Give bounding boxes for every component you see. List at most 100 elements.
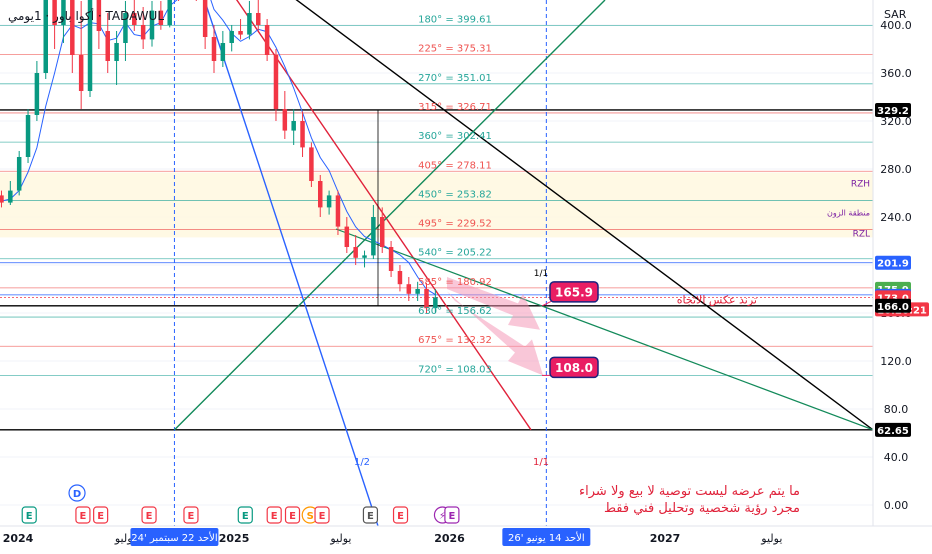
target-box[interactable] [549,356,599,379]
candle-body[interactable] [317,181,323,208]
plot-area[interactable] [0,0,873,526]
earnings-event-icon[interactable] [183,506,199,524]
downtrend-line-blue[interactable] [174,0,379,526]
candle-body[interactable] [202,0,208,37]
price-axis-badge[interactable] [875,298,911,313]
candle-body[interactable] [114,43,119,61]
earnings-event-icon[interactable] [75,506,91,524]
candle-body[interactable] [256,13,261,25]
earnings-event-icon[interactable] [141,506,157,524]
price-axis-tick: 240.0 [880,211,912,224]
price-axis-badge[interactable] [875,255,911,270]
candle-body[interactable] [300,121,305,148]
date-marker-badge[interactable] [130,528,219,546]
candle-body[interactable] [0,195,4,203]
downtrend-line-black[interactable] [174,0,873,431]
candle-body[interactable] [61,0,66,25]
target-box[interactable] [549,281,599,303]
price-axis-tick: 280.0 [880,163,912,176]
downtrend-line-red[interactable] [174,0,532,431]
earnings-event-icon[interactable] [93,506,109,524]
candle-body[interactable] [371,217,376,256]
candle-body[interactable] [34,73,40,115]
candle-body[interactable] [16,157,22,191]
event-icon[interactable] [68,484,86,502]
gann-level-label: 585° = 180.92 [418,277,492,288]
earnings-event-icon[interactable] [362,506,379,524]
candle-body[interactable] [96,0,102,31]
price-axis-badge[interactable] [875,102,911,117]
candle-body[interactable] [353,247,358,258]
time-axis-tick: يوليو [760,532,782,545]
annotation-labels-layer: 0° = 496.845° = 472.590° = 448.2135° = 4… [21,14,870,524]
candle-body[interactable] [87,0,93,91]
candle-body[interactable] [247,13,252,35]
candle-body[interactable] [388,247,394,271]
candle-body[interactable] [158,10,164,25]
date-marker-badge-label: الأحد 22 سبتمبر '24 [131,531,217,544]
currency-label[interactable]: SAR [884,8,907,21]
price-axis-badge-label: 166.0 [877,302,909,313]
candle-body[interactable] [273,55,279,109]
price-axis-badge[interactable] [875,422,911,437]
candle-body[interactable] [379,217,385,247]
zone-name-label: منطقة الزون [827,209,870,218]
event-icon-glyph: E [448,511,455,522]
time-axis-tick: يوليو [329,532,351,545]
moving-average-line[interactable] [0,0,436,295]
candle-body[interactable] [335,195,341,227]
candle-body[interactable] [238,31,243,35]
candle-body[interactable] [397,271,403,285]
price-axis[interactable]: 560.0520.0480.0440.0400.0360.0320.0280.0… [872,0,932,550]
candle-body[interactable] [220,43,226,61]
earnings-event-icon[interactable] [392,506,409,524]
fraction-label-half: 1/2 [354,457,370,468]
candle-body[interactable] [415,289,420,294]
candle-body[interactable] [25,115,31,157]
candle-body[interactable] [123,13,128,43]
earnings-event-icon[interactable] [314,506,330,524]
price-axis-tick: 320.0 [880,115,912,128]
candle-body[interactable] [344,226,350,247]
candle-body[interactable] [132,13,137,25]
gann-level-label: 630° = 156.62 [418,306,492,317]
candle-body[interactable] [264,25,270,55]
time-axis-tick: 2027 [650,532,681,545]
candle-body[interactable] [309,147,314,181]
candle-body[interactable] [149,10,155,40]
candle-body[interactable] [105,31,110,61]
candle-body[interactable] [211,37,217,61]
candle-body[interactable] [43,0,48,73]
earnings-event-icon[interactable] [444,506,460,524]
disclaimer-line: مجرد رؤية شخصية وتحليل فني فقط [604,501,800,516]
trend-reversal-line-green[interactable] [335,228,873,431]
candle-body[interactable] [52,0,57,25]
earnings-event-icon[interactable] [237,506,253,524]
candle-body[interactable] [433,297,438,309]
candle-body[interactable] [291,121,296,131]
candle-body[interactable] [326,195,332,208]
candle-body[interactable] [70,0,75,55]
rzl-label: RZL [853,229,870,239]
date-marker-badge[interactable] [502,528,591,546]
candle-body[interactable] [406,284,412,294]
candle-body[interactable] [8,190,13,203]
candle-body[interactable] [78,55,84,91]
candle-body[interactable] [140,25,146,40]
candle-body[interactable] [282,109,288,131]
earnings-event-icon[interactable] [284,506,301,524]
price-axis-tick: 120.0 [880,355,912,368]
price-axis-tick: 80.0 [884,403,909,416]
gann-fan-line-green[interactable] [173,0,606,431]
gann-level-label: 270° = 351.01 [418,73,492,84]
candle-body[interactable] [167,0,172,25]
candle-body[interactable] [362,255,367,258]
earnings-event-icon[interactable] [21,506,37,524]
candle-body[interactable] [424,289,429,309]
candle-body[interactable] [229,31,234,43]
earnings-event-icon[interactable] [266,506,282,524]
time-axis-tick: 2026 [434,532,465,545]
